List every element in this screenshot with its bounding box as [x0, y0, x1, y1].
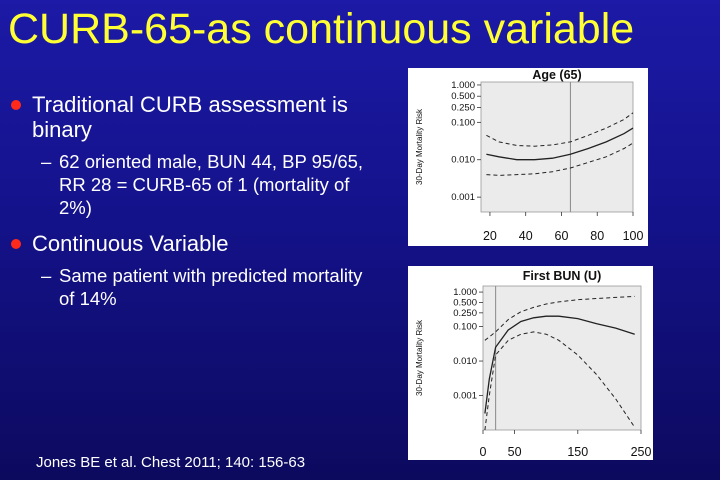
bullet-list: Traditional CURB assessment is binary – …: [8, 92, 378, 322]
x-tick-label: 100: [623, 229, 644, 243]
estimate-line: [484, 315, 635, 414]
age-chart-panel: Age (65) 30-Day Mortality Risk 1.000 0.500 0…: [408, 68, 648, 246]
y-tick-label: 0.100: [453, 322, 477, 333]
bullet-item: Continuous Variable: [8, 231, 378, 256]
chart-title: Age (65): [532, 68, 581, 82]
y-axis-label: 30-Day Mortality Risk: [415, 108, 424, 185]
sub-bullet-item: – 62 oriented male, BUN 44, BP 95/65, RR…: [8, 150, 378, 219]
lower-ci-line: [486, 142, 634, 176]
y-tick-label: 1.000: [451, 80, 475, 91]
x-tick-label: 150: [567, 445, 588, 459]
x-tick-label: 80: [590, 229, 604, 243]
y-tick-label: 0.010: [451, 155, 475, 166]
estimate-line: [486, 127, 634, 161]
bullet-text: Continuous Variable: [32, 231, 229, 256]
y-tick-label: 0.250: [451, 102, 475, 113]
y-tick-label: 0.001: [453, 391, 477, 402]
y-tick-label: 0.001: [451, 192, 475, 203]
y-tick-label: 0.250: [453, 308, 477, 319]
bullet-dot-icon: [11, 100, 21, 110]
bullet-item: Traditional CURB assessment is binary: [8, 92, 378, 142]
plot-area: [480, 81, 634, 213]
y-tick-label: 0.010: [453, 356, 477, 367]
x-tick-label: 0: [480, 445, 487, 459]
sub-bullet-item: – Same patient with predicted mortality …: [8, 264, 378, 310]
y-tick-label: 0.500: [451, 91, 475, 102]
y-tick-label: 1.000: [453, 287, 477, 298]
citation: Jones BE et al. Chest 2011; 140: 156-63: [36, 454, 306, 471]
age-mortality-chart: Age (65)30-Day Mortality Risk1.0000.5000…: [415, 68, 644, 243]
chart-title: First BUN (U): [523, 269, 601, 283]
x-tick-label: 50: [508, 445, 522, 459]
x-tick-label: 20: [483, 229, 497, 243]
slide-title: CURB-65-as continuous variable: [8, 5, 635, 53]
dash-icon: –: [41, 151, 52, 172]
sub-bullet-text: 62 oriented male, BUN 44, BP 95/65, RR 2…: [59, 151, 364, 218]
upper-ci-line: [484, 295, 635, 341]
y-tick-label: 0.500: [453, 297, 477, 308]
bullet-text: Traditional CURB assessment is binary: [32, 92, 348, 142]
y-tick-label: 0.100: [451, 117, 475, 128]
x-tick-label: 250: [631, 445, 652, 459]
plot-area: [482, 285, 642, 431]
bullet-dot-icon: [11, 239, 21, 249]
upper-ci-line: [486, 112, 634, 147]
lower-ci-line: [484, 331, 636, 431]
x-tick-label: 60: [555, 229, 569, 243]
sub-bullet-text: Same patient with predicted mortality of…: [59, 265, 363, 309]
x-tick-label: 40: [519, 229, 533, 243]
bun-chart-panel: First BUN (U) 30-Day Mortality Risk 1.000 0…: [408, 266, 653, 460]
y-axis-label: 30-Day Mortality Risk: [415, 319, 424, 396]
dash-icon: –: [41, 265, 52, 286]
bun-mortality-chart: First BUN (U)30-Day Mortality Risk1.0000…: [415, 269, 652, 459]
